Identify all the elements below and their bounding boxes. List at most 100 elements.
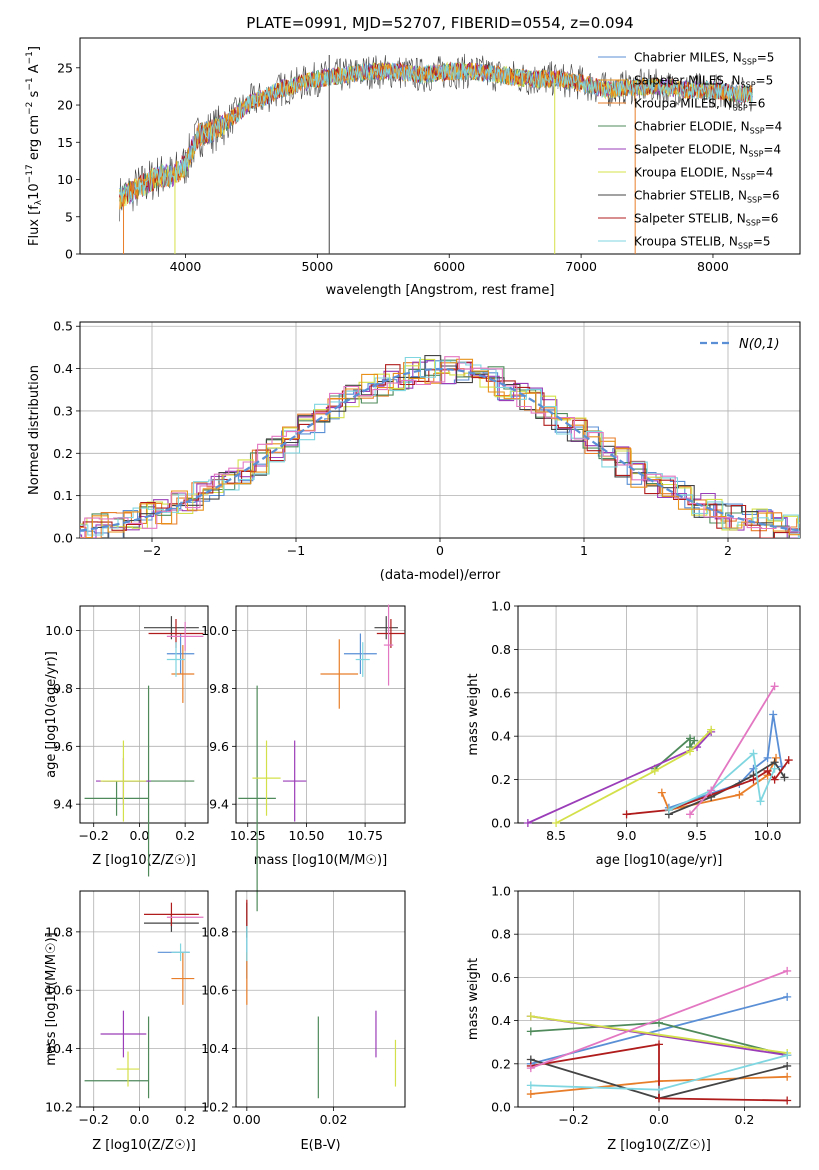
histogram-step	[80, 356, 800, 538]
x-tick-label: 9.5	[687, 828, 707, 843]
x-tick-label: 10.75	[347, 828, 383, 843]
legend-subscript: SSP	[741, 173, 756, 182]
legend-subscript: SSP	[742, 58, 757, 67]
spectrum-line	[119, 61, 753, 205]
x-tick-label: 0.2	[175, 1112, 195, 1127]
legend-value: =4	[763, 143, 781, 157]
histogram-step	[80, 359, 800, 538]
x-axis-label: E(B-V)	[300, 1138, 340, 1153]
marker-plus	[707, 786, 716, 795]
marker-plus	[763, 766, 772, 775]
legend-subscript: SSP	[733, 104, 748, 113]
marker-plus	[526, 1064, 535, 1073]
legend-value: =6	[762, 189, 780, 203]
legend-value: =5	[756, 74, 774, 88]
marker-plus	[770, 775, 779, 784]
y-tick-label: 0.2	[491, 1056, 511, 1071]
y-tick-label: 0.5	[53, 319, 73, 334]
x-axis-label: Z [log10(Z/Z☉)]	[607, 1138, 711, 1153]
marker-plus	[686, 810, 695, 819]
mass-weight-line	[626, 759, 790, 816]
y-axis-label: Normed distribution	[27, 365, 42, 495]
marker-plus	[780, 773, 789, 782]
x-tick-label: 10.25	[230, 828, 266, 843]
marker-plus	[657, 788, 666, 797]
marker-plus	[735, 790, 744, 799]
y-tick-label: 1.0	[491, 884, 511, 899]
mass-weight-line	[654, 736, 696, 770]
axes-frame	[79, 321, 801, 539]
axes-frame	[79, 890, 209, 1108]
y-tick-label: 10.2	[45, 1100, 73, 1115]
legend-label: Salpeter STELIB, N	[634, 212, 746, 226]
y-axis-label: age [log10(age/yr)]	[44, 651, 59, 778]
x-tick-label: 10.50	[289, 828, 325, 843]
mass-weight-line	[530, 1043, 788, 1102]
marker-plus	[749, 749, 758, 758]
legend-label: Salpeter ELODIE, N	[634, 143, 748, 157]
legend-entry: Kroupa MILES, NSSP=6	[634, 97, 765, 113]
marker-plus	[655, 1094, 663, 1103]
marker-plus	[763, 753, 772, 762]
y-tick-label: 0.8	[491, 927, 511, 942]
marker-plus	[686, 747, 695, 756]
y-axis-label: mass [log10(M/M☉)]	[44, 932, 59, 1065]
x-tick-label: 0.0	[129, 828, 149, 843]
y-tick-label: 9.4	[209, 797, 229, 812]
marker-plus	[783, 1096, 792, 1105]
legend-label: Chabrier ELODIE, N	[634, 120, 750, 134]
x-tick-label: 9.0	[617, 828, 637, 843]
marker-plus	[552, 819, 561, 827]
legend-entry: Chabrier STELIB, NSSP=6	[634, 189, 780, 205]
marker-plus	[526, 1090, 535, 1099]
y-tick-label: 10.4	[45, 1041, 73, 1056]
y-tick-label: 9.4	[53, 797, 73, 812]
legend-subscript: SSP	[741, 81, 756, 90]
legend-value: =4	[765, 120, 783, 134]
mass-weight-line	[530, 1015, 788, 1054]
x-tick-label: 1	[580, 543, 588, 558]
y-tick-label: 10.6	[45, 983, 73, 998]
legend-label: Chabrier STELIB, N	[634, 189, 747, 203]
marker-plus	[770, 764, 779, 773]
marker-plus	[650, 766, 659, 775]
y-tick-label: 0.4	[491, 729, 511, 744]
y-tick-label: 0.6	[491, 970, 511, 985]
y-tick-label: 10.8	[201, 924, 229, 939]
chart-title: PLATE=0991, MJD=52707, FIBERID=0554, z=0…	[246, 14, 633, 32]
x-axis-label: (data-model)/error	[380, 568, 501, 583]
y-tick-label: 9.6	[209, 739, 229, 754]
marker-plus	[772, 753, 781, 762]
legend-value: =5	[757, 51, 775, 65]
mass-weight-panel: −0.2 0.0 0.2 0.0 0.2 0.4 0.6 0.8 1.0 Z [log10(Z/Z…	[466, 884, 801, 1153]
y-tick-label: 10.0	[45, 623, 73, 638]
marker-plus	[783, 1061, 792, 1070]
y-tick-label: 0.3	[53, 403, 73, 418]
x-axis-label: Z [log10(Z/Z☉)]	[92, 1138, 196, 1153]
y-axis-label: mass weight	[466, 958, 481, 1040]
x-tick-label: 10.0	[754, 828, 782, 843]
normal-curve	[79, 367, 801, 532]
y-tick-label: 25	[57, 60, 73, 75]
x-tick-label: 0.2	[175, 828, 195, 843]
legend-label: Salpeter MILES, N	[634, 74, 741, 88]
x-tick-label: 4000	[170, 259, 202, 274]
legend-entry: N(0,1)	[739, 337, 780, 352]
marker-plus	[526, 1012, 535, 1021]
y-axis-label: mass weight	[466, 673, 481, 755]
y-tick-label: 0.2	[491, 772, 511, 787]
x-axis-label: wavelength [Angstrom, rest frame]	[326, 283, 555, 298]
x-axis-label: mass [log10(M/M☉)]	[254, 853, 387, 868]
y-tick-label: 20	[57, 98, 73, 113]
legend-entry: Salpeter STELIB, NSSP=6	[634, 212, 778, 228]
x-axis-label: age [log10(age/yr)]	[596, 853, 723, 868]
x-tick-label: −0.2	[79, 828, 109, 843]
errorbar-panel: −0.2 0.0 0.2 9.4 9.6 9.8 10.0 Z [log10(Z/Z☉)] ag…	[44, 605, 209, 877]
marker-plus	[526, 1081, 535, 1090]
marker-plus	[686, 734, 695, 743]
x-tick-label: 0.02	[320, 1112, 348, 1127]
legend-value: =6	[748, 97, 766, 111]
legend-subscript: SSP	[746, 219, 761, 228]
axes-frame	[79, 37, 801, 255]
